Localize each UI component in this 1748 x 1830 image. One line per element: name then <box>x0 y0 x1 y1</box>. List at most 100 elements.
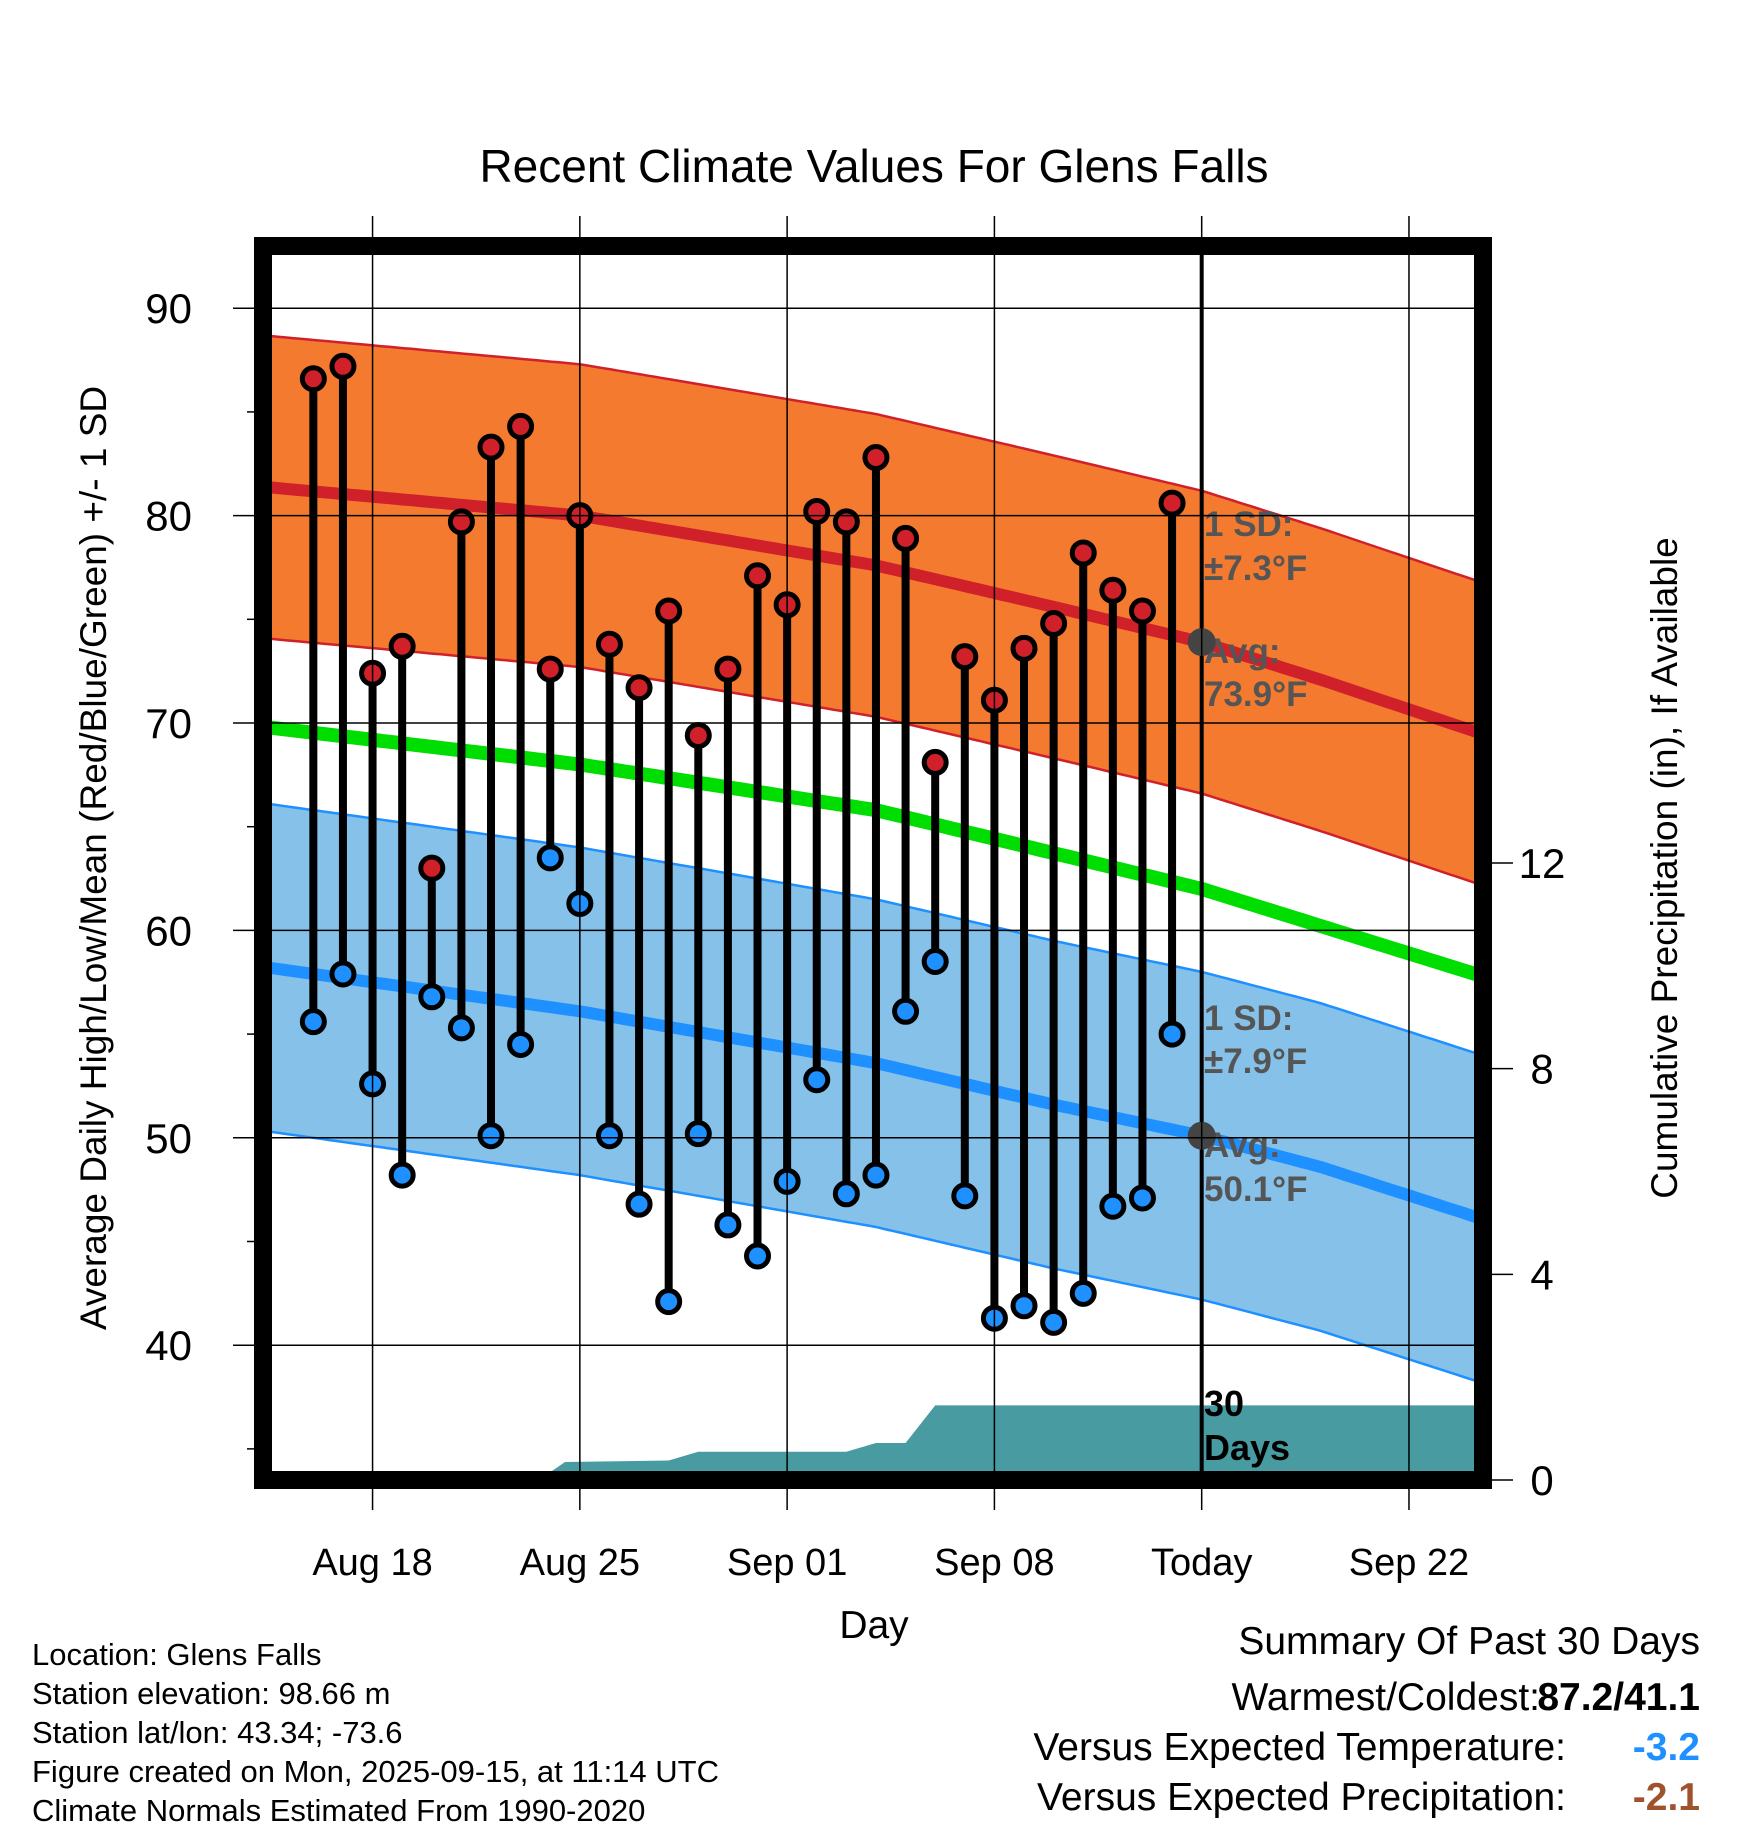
daily-low-point <box>862 1161 890 1189</box>
station-info: Location: Glens Falls Station elevation:… <box>32 1635 719 1830</box>
daily-low-point <box>1010 1292 1038 1320</box>
daily-low-point <box>744 1242 772 1270</box>
low-band-lower-edge <box>263 1129 1478 1383</box>
daily-high-point <box>1069 539 1097 567</box>
daily-low-point <box>684 1120 712 1148</box>
daily-low-point <box>1128 1184 1156 1212</box>
daily-high-point <box>921 748 949 776</box>
plot-area: 1 SD: ±7.3°F Avg: 73.9°F 1 SD: ±7.9°F Avg: 50.1… <box>145 216 1565 1584</box>
daily-low-point <box>1069 1279 1097 1307</box>
high-sd-annotation-line2: ±7.3°F <box>1204 549 1307 588</box>
high-sd-annotation-line1: 1 SD: <box>1204 505 1293 544</box>
y-tick-label: 60 <box>145 907 192 954</box>
daily-high-point <box>951 643 979 671</box>
info-created: Figure created on Mon, 2025-09-15, at 11… <box>32 1754 719 1789</box>
daily-low-point <box>832 1180 860 1208</box>
summary-warmest-coldest-label: Warmest/Coldest: <box>1231 1676 1540 1719</box>
daily-high-point <box>418 854 446 882</box>
daily-low-point <box>477 1122 505 1150</box>
daily-low-point <box>714 1211 742 1239</box>
high-avg-annotation-line1: Avg: <box>1204 632 1280 671</box>
low-avg-annotation-line1: Avg: <box>1204 1126 1280 1165</box>
daily-low-point <box>1158 1020 1186 1048</box>
daily-low-point <box>595 1122 623 1150</box>
daily-low-point <box>299 1008 327 1036</box>
chart-title: Recent Climate Values For Glens Falls <box>479 140 1268 192</box>
daily-high-point <box>1158 489 1186 517</box>
daily-low-point <box>388 1161 416 1189</box>
summary-title: Summary Of Past 30 Days <box>1238 1620 1700 1663</box>
daily-low-point <box>507 1030 535 1058</box>
daily-high-point <box>714 655 742 683</box>
daily-low-point <box>1040 1308 1068 1336</box>
daily-high-point <box>1128 597 1156 625</box>
info-latlon: Station lat/lon: 43.34; -73.6 <box>32 1715 403 1750</box>
y-tick-label: 80 <box>145 493 192 540</box>
info-location: Location: Glens Falls <box>32 1637 322 1672</box>
daily-high-point <box>507 412 535 440</box>
daily-low-point <box>536 844 564 872</box>
period-annotation-line1: 30 <box>1204 1383 1244 1424</box>
daily-low-point <box>655 1288 683 1316</box>
daily-low-point <box>625 1190 653 1218</box>
daily-low-point <box>803 1066 831 1094</box>
y2-tick-label: 4 <box>1530 1251 1553 1298</box>
y2-axis-label: Cumulative Precipitation (in), If Availa… <box>1644 537 1685 1199</box>
low-sd-annotation-line1: 1 SD: <box>1204 999 1293 1038</box>
plot-inner: 1 SD: ±7.3°F Avg: 73.9°F 1 SD: ±7.9°F Avg: 50.1… <box>263 246 1483 1480</box>
daily-high-point <box>862 444 890 472</box>
daily-high-point <box>299 365 327 393</box>
info-elevation: Station elevation: 98.66 m <box>32 1676 391 1711</box>
summary-temp-label: Versus Expected Temperature: <box>1033 1726 1566 1769</box>
low-sd-annotation-line2: ±7.9°F <box>1204 1042 1307 1081</box>
daily-low-point <box>418 983 446 1011</box>
daily-low-point <box>1099 1192 1127 1220</box>
daily-high-point <box>388 632 416 660</box>
x-tick-label: Today <box>1151 1542 1252 1584</box>
high-band-upper-edge <box>263 334 1478 582</box>
daily-low-point <box>447 1014 475 1042</box>
y-axis-label: Average Daily High/Low/Mean (Red/Blue/Gr… <box>73 386 114 1330</box>
y2-tick-label: 0 <box>1530 1457 1553 1504</box>
x-axis-label: Day <box>839 1604 909 1647</box>
precip-area <box>416 1405 1483 1480</box>
x-tick-label: Sep 01 <box>727 1542 847 1584</box>
daily-high-point <box>536 655 564 683</box>
y-tick-label: 90 <box>145 285 192 332</box>
daily-low-point <box>921 948 949 976</box>
y2-tick-label: 8 <box>1530 1046 1553 1093</box>
period-annotation-line2: Days <box>1204 1427 1290 1468</box>
y-tick-label: 40 <box>145 1322 192 1369</box>
daily-high-point <box>329 352 357 380</box>
daily-high-point <box>1099 576 1127 604</box>
y-tick-label: 50 <box>145 1115 192 1162</box>
high-sd-band <box>263 335 1478 884</box>
info-normals: Climate Normals Estimated From 1990-2020 <box>32 1793 646 1828</box>
daily-high-point <box>447 508 475 536</box>
x-tick-label: Sep 22 <box>1349 1542 1469 1584</box>
summary-precip-value: -2.1 <box>1632 1776 1700 1819</box>
daily-high-point <box>744 562 772 590</box>
daily-low-point <box>892 997 920 1025</box>
daily-low-point <box>951 1182 979 1210</box>
x-tick-label: Sep 08 <box>934 1542 1054 1584</box>
high-avg-annotation-line2: 73.9°F <box>1204 675 1308 714</box>
daily-high-point <box>595 630 623 658</box>
y-tick-label: 70 <box>145 700 192 747</box>
summary-temp-value: -3.2 <box>1632 1726 1700 1769</box>
daily-high-point <box>892 524 920 552</box>
daily-high-point <box>477 433 505 461</box>
daily-high-point <box>655 597 683 625</box>
daily-low-point <box>329 960 357 988</box>
daily-high-point <box>684 721 712 749</box>
daily-high-point <box>803 497 831 525</box>
daily-high-point <box>625 674 653 702</box>
low-sd-band <box>263 803 1478 1382</box>
daily-high-point <box>1010 634 1038 662</box>
x-tick-label: Aug 18 <box>312 1542 432 1584</box>
summary-precip-label: Versus Expected Precipitation: <box>1037 1776 1566 1819</box>
daily-high-point <box>832 508 860 536</box>
summary-warmest-coldest-value: 87.2/41.1 <box>1537 1676 1700 1719</box>
low-avg-annotation-line2: 50.1°F <box>1204 1170 1308 1209</box>
